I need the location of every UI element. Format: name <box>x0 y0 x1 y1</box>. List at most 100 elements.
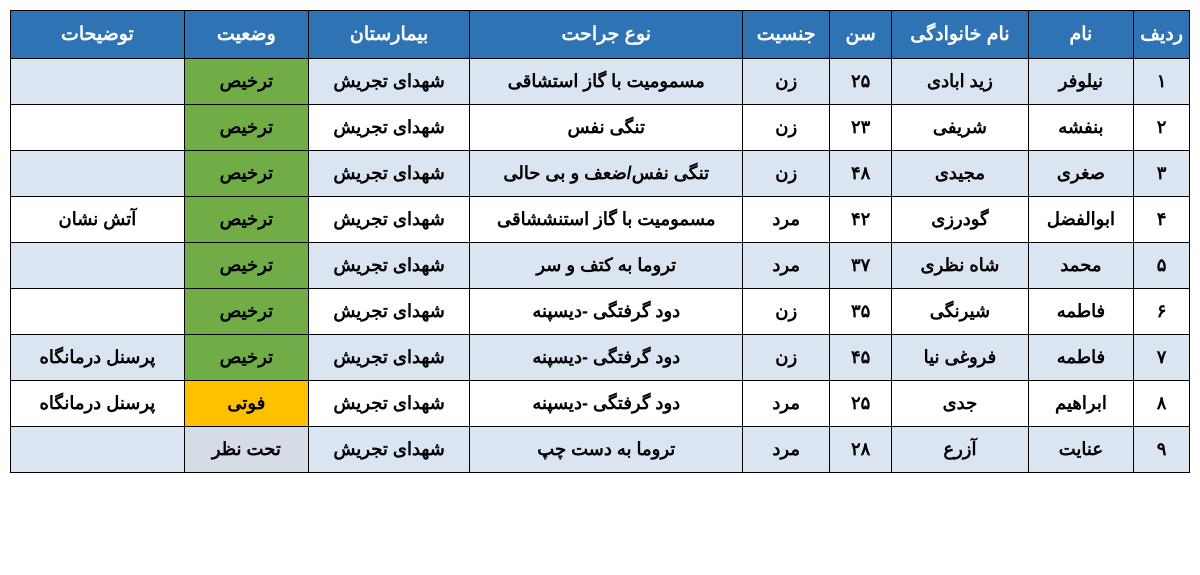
header-age: سن <box>830 11 892 59</box>
cell-family: شاه نظری <box>892 243 1029 289</box>
cell-gender: زن <box>743 289 830 335</box>
cell-hospital: شهدای تجریش <box>308 59 469 105</box>
cell-family: زید ابادی <box>892 59 1029 105</box>
cell-notes <box>11 59 185 105</box>
header-status: وضعیت <box>184 11 308 59</box>
cell-age: ۲۸ <box>830 427 892 473</box>
cell-family: گودرزی <box>892 197 1029 243</box>
table-row: ۴ابوالفضلگودرزی۴۲مردمسمومیت با گاز استنش… <box>11 197 1190 243</box>
cell-hospital: شهدای تجریش <box>308 243 469 289</box>
cell-age: ۳۵ <box>830 289 892 335</box>
header-row: ردیفنامنام خانوادگیسنجنسیتنوع جراحتبیمار… <box>11 11 1190 59</box>
cell-hospital: شهدای تجریش <box>308 381 469 427</box>
header-gender: جنسیت <box>743 11 830 59</box>
cell-family: فروغی نیا <box>892 335 1029 381</box>
cell-name: محمد <box>1028 243 1133 289</box>
cell-family: آزرع <box>892 427 1029 473</box>
cell-family: شیرنگی <box>892 289 1029 335</box>
cell-hospital: شهدای تجریش <box>308 335 469 381</box>
table-header: ردیفنامنام خانوادگیسنجنسیتنوع جراحتبیمار… <box>11 11 1190 59</box>
cell-row: ۷ <box>1134 335 1190 381</box>
cell-gender: زن <box>743 151 830 197</box>
cell-name: عنایت <box>1028 427 1133 473</box>
cell-injury: تروما به کتف و سر <box>470 243 743 289</box>
cell-name: صغری <box>1028 151 1133 197</box>
cell-row: ۵ <box>1134 243 1190 289</box>
cell-status: ترخیص <box>184 59 308 105</box>
table-row: ۱نیلوفرزید ابادی۲۵زنمسمومیت با گاز استشا… <box>11 59 1190 105</box>
cell-name: ابوالفضل <box>1028 197 1133 243</box>
cell-gender: مرد <box>743 381 830 427</box>
header-hospital: بیمارستان <box>308 11 469 59</box>
cell-age: ۲۵ <box>830 381 892 427</box>
cell-status: ترخیص <box>184 105 308 151</box>
cell-notes: آتش نشان <box>11 197 185 243</box>
cell-row: ۲ <box>1134 105 1190 151</box>
cell-hospital: شهدای تجریش <box>308 151 469 197</box>
cell-age: ۳۷ <box>830 243 892 289</box>
cell-row: ۳ <box>1134 151 1190 197</box>
cell-age: ۲۳ <box>830 105 892 151</box>
cell-gender: مرد <box>743 427 830 473</box>
cell-status: ترخیص <box>184 151 308 197</box>
table-row: ۹عنایتآزرع۲۸مردتروما به دست چپشهدای تجری… <box>11 427 1190 473</box>
cell-injury: دود گرفتگی -دیسپنه <box>470 381 743 427</box>
cell-row: ۸ <box>1134 381 1190 427</box>
cell-status: ترخیص <box>184 335 308 381</box>
cell-age: ۴۲ <box>830 197 892 243</box>
table-row: ۷فاطمهفروغی نیا۴۵زندود گرفتگی -دیسپنهشهد… <box>11 335 1190 381</box>
cell-notes <box>11 151 185 197</box>
cell-hospital: شهدای تجریش <box>308 105 469 151</box>
cell-gender: زن <box>743 59 830 105</box>
header-family: نام خانوادگی <box>892 11 1029 59</box>
cell-notes <box>11 105 185 151</box>
cell-injury: تروما به دست چپ <box>470 427 743 473</box>
cell-notes <box>11 289 185 335</box>
cell-injury: تنگی نفس <box>470 105 743 151</box>
cell-name: بنفشه <box>1028 105 1133 151</box>
cell-name: ابراهیم <box>1028 381 1133 427</box>
header-notes: توضیحات <box>11 11 185 59</box>
cell-injury: تنگی نفس/ضعف و بی حالی <box>470 151 743 197</box>
header-name: نام <box>1028 11 1133 59</box>
cell-family: جدی <box>892 381 1029 427</box>
cell-gender: مرد <box>743 197 830 243</box>
cell-age: ۴۵ <box>830 335 892 381</box>
cell-row: ۶ <box>1134 289 1190 335</box>
cell-family: شریفی <box>892 105 1029 151</box>
cell-name: نیلوفر <box>1028 59 1133 105</box>
cell-injury: دود گرفتگی -دیسپنه <box>470 289 743 335</box>
cell-status: تحت نظر <box>184 427 308 473</box>
cell-status: ترخیص <box>184 243 308 289</box>
table-row: ۵محمدشاه نظری۳۷مردتروما به کتف و سرشهدای… <box>11 243 1190 289</box>
cell-injury: دود گرفتگی -دیسپنه <box>470 335 743 381</box>
cell-age: ۴۸ <box>830 151 892 197</box>
cell-notes <box>11 427 185 473</box>
casualty-table: ردیفنامنام خانوادگیسنجنسیتنوع جراحتبیمار… <box>10 10 1190 473</box>
cell-name: فاطمه <box>1028 289 1133 335</box>
cell-status: فوتی <box>184 381 308 427</box>
cell-gender: مرد <box>743 243 830 289</box>
table-row: ۳صغریمجیدی۴۸زنتنگی نفس/ضعف و بی حالیشهدا… <box>11 151 1190 197</box>
cell-age: ۲۵ <box>830 59 892 105</box>
cell-status: ترخیص <box>184 197 308 243</box>
cell-hospital: شهدای تجریش <box>308 197 469 243</box>
cell-gender: زن <box>743 105 830 151</box>
cell-injury: مسمومیت با گاز استنششاقی <box>470 197 743 243</box>
cell-notes: پرسنل درمانگاه <box>11 381 185 427</box>
cell-row: ۱ <box>1134 59 1190 105</box>
cell-hospital: شهدای تجریش <box>308 289 469 335</box>
cell-injury: مسمومیت با گاز استشاقی <box>470 59 743 105</box>
table-row: ۶فاطمهشیرنگی۳۵زندود گرفتگی -دیسپنهشهدای … <box>11 289 1190 335</box>
table-body: ۱نیلوفرزید ابادی۲۵زنمسمومیت با گاز استشا… <box>11 59 1190 473</box>
cell-notes: پرسنل درمانگاه <box>11 335 185 381</box>
header-injury: نوع جراحت <box>470 11 743 59</box>
table-row: ۲بنفشهشریفی۲۳زنتنگی نفسشهدای تجریشترخیص <box>11 105 1190 151</box>
cell-row: ۹ <box>1134 427 1190 473</box>
header-row: ردیف <box>1134 11 1190 59</box>
cell-row: ۴ <box>1134 197 1190 243</box>
cell-status: ترخیص <box>184 289 308 335</box>
table-row: ۸ابراهیمجدی۲۵مرددود گرفتگی -دیسپنهشهدای … <box>11 381 1190 427</box>
cell-notes <box>11 243 185 289</box>
cell-name: فاطمه <box>1028 335 1133 381</box>
